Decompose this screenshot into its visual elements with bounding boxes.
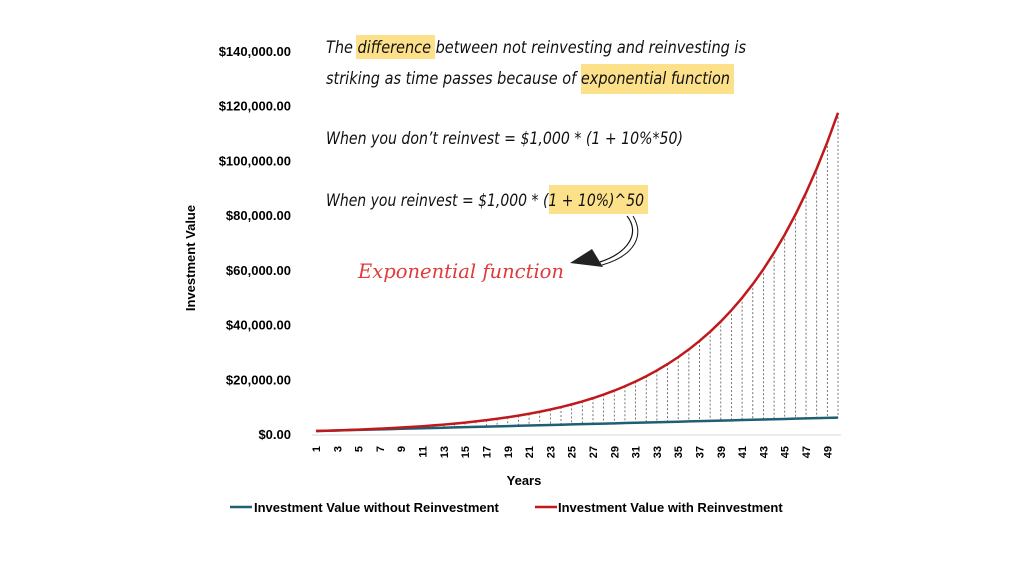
x-tick-label: 11 bbox=[418, 446, 430, 458]
annotation-text: The difference between not reinvesting a… bbox=[326, 35, 746, 283]
y-tick-label: $60,000.00 bbox=[226, 263, 291, 278]
y-tick-label: $120,000.00 bbox=[219, 99, 291, 114]
x-tick-label: 31 bbox=[631, 446, 643, 458]
x-tick-label: 39 bbox=[716, 446, 728, 458]
x-tick-label: 37 bbox=[695, 446, 707, 458]
x-tick-label: 13 bbox=[439, 446, 451, 458]
x-tick-label: 9 bbox=[396, 446, 408, 452]
x-tick-label: 1 bbox=[311, 446, 323, 452]
annotation-line-3: When you don’t reinvest = $1,000 * (1 + … bbox=[326, 129, 683, 149]
annotation-line-2: striking as time passes because of expon… bbox=[326, 69, 730, 89]
x-tick-label: 43 bbox=[758, 446, 770, 458]
legend-label-without-reinvestment: Investment Value without Reinvestment bbox=[254, 500, 500, 515]
annotation-arrowhead bbox=[570, 249, 603, 267]
x-tick-label: 35 bbox=[673, 446, 685, 458]
y-axis-tick-labels: $0.00 $20,000.00 $40,000.00 $60,000.00 $80,0… bbox=[219, 44, 291, 442]
x-tick-label: 7 bbox=[375, 446, 387, 452]
legend: Investment Value without Reinvestment In… bbox=[230, 500, 783, 515]
annotation-line-1: The difference between not reinvesting a… bbox=[326, 38, 746, 58]
annotation-arrow-shaft-2 bbox=[601, 215, 639, 266]
x-tick-label: 41 bbox=[737, 446, 749, 458]
highlight-exponential-function bbox=[581, 64, 734, 94]
y-tick-label: $40,000.00 bbox=[226, 318, 291, 333]
y-tick-label: $0.00 bbox=[258, 427, 291, 442]
highlight-formula bbox=[549, 185, 648, 214]
x-tick-label: 25 bbox=[567, 446, 579, 458]
annotation-line-4: When you reinvest = $1,000 * (1 + 10%)^5… bbox=[326, 191, 644, 211]
y-tick-label: $100,000.00 bbox=[219, 153, 291, 168]
x-tick-label: 27 bbox=[588, 446, 600, 458]
x-tick-label: 45 bbox=[780, 446, 792, 458]
x-tick-label: 21 bbox=[524, 446, 536, 458]
x-axis-tick-labels: 1 3 5 7 9 11 13 15 17 19 21 23 25 27 29 31 33 35 37 39 41 43 4… bbox=[311, 446, 834, 458]
x-axis-title: Years bbox=[507, 473, 542, 488]
x-tick-label: 29 bbox=[609, 446, 621, 458]
y-tick-label: $20,000.00 bbox=[226, 372, 291, 387]
series-line-without-reinvestment bbox=[315, 416, 839, 433]
x-tick-label: 49 bbox=[822, 446, 834, 458]
series-line-with-reinvestment bbox=[315, 112, 840, 433]
x-tick-label: 3 bbox=[332, 446, 344, 452]
annotation-exponential-function-label: Exponential function bbox=[357, 259, 564, 283]
x-tick-label: 15 bbox=[460, 446, 472, 458]
x-tick-label: 5 bbox=[354, 446, 366, 452]
highlight-difference bbox=[356, 35, 435, 59]
y-tick-label: $140,000.00 bbox=[219, 44, 291, 59]
x-tick-label: 17 bbox=[481, 446, 493, 458]
x-tick-label: 33 bbox=[652, 446, 664, 458]
legend-label-with-reinvestment: Investment Value with Reinvestment bbox=[558, 500, 783, 515]
annotation-arrow bbox=[599, 215, 634, 263]
x-tick-label: 19 bbox=[503, 446, 515, 458]
x-tick-label: 23 bbox=[545, 446, 557, 458]
x-tick-label: 47 bbox=[801, 446, 813, 458]
y-axis-title: Investment Value bbox=[183, 205, 198, 311]
y-tick-label: $80,000.00 bbox=[226, 208, 291, 223]
